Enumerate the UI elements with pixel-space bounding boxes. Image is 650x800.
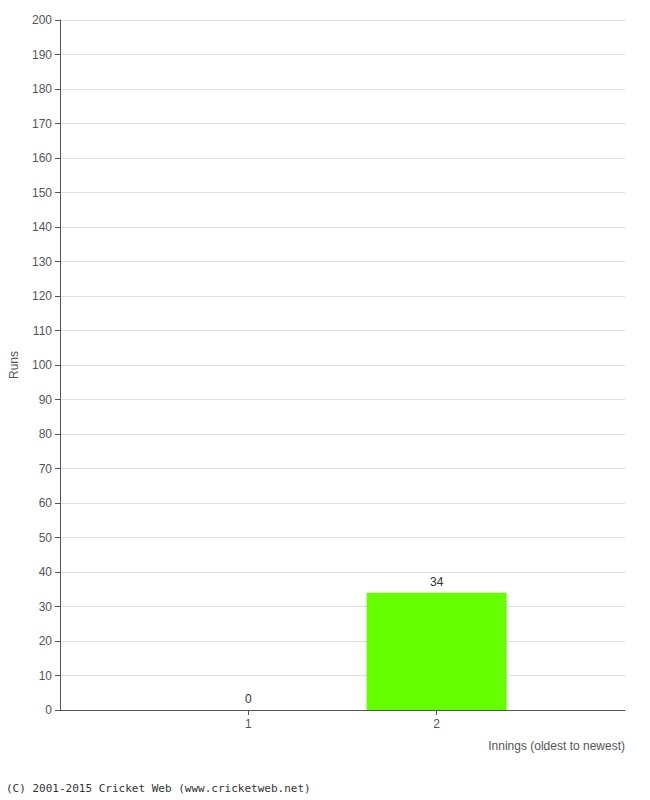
svg-text:60: 60 (39, 496, 53, 510)
svg-text:0: 0 (45, 703, 52, 717)
svg-text:Innings (oldest to newest): Innings (oldest to newest) (488, 739, 625, 753)
svg-text:180: 180 (32, 82, 52, 96)
svg-text:200: 200 (32, 13, 52, 27)
svg-text:90: 90 (39, 393, 53, 407)
svg-text:34: 34 (430, 575, 444, 589)
svg-text:120: 120 (32, 289, 52, 303)
svg-text:0: 0 (245, 692, 252, 706)
svg-text:2: 2 (433, 717, 440, 731)
svg-text:50: 50 (39, 531, 53, 545)
svg-text:100: 100 (32, 358, 52, 372)
svg-text:80: 80 (39, 427, 53, 441)
svg-text:190: 190 (32, 48, 52, 62)
svg-text:Runs: Runs (7, 351, 21, 379)
svg-text:(C) 2001-2015 Cricket Web (www: (C) 2001-2015 Cricket Web (www.cricketwe… (6, 782, 311, 795)
svg-text:140: 140 (32, 220, 52, 234)
svg-text:150: 150 (32, 186, 52, 200)
svg-text:20: 20 (39, 634, 53, 648)
svg-text:160: 160 (32, 151, 52, 165)
svg-text:130: 130 (32, 255, 52, 269)
svg-text:110: 110 (33, 324, 52, 338)
svg-text:70: 70 (39, 462, 53, 476)
svg-text:170: 170 (32, 117, 52, 131)
svg-text:1: 1 (245, 717, 252, 731)
svg-text:30: 30 (39, 600, 53, 614)
svg-text:40: 40 (39, 565, 53, 579)
svg-text:10: 10 (39, 669, 53, 683)
